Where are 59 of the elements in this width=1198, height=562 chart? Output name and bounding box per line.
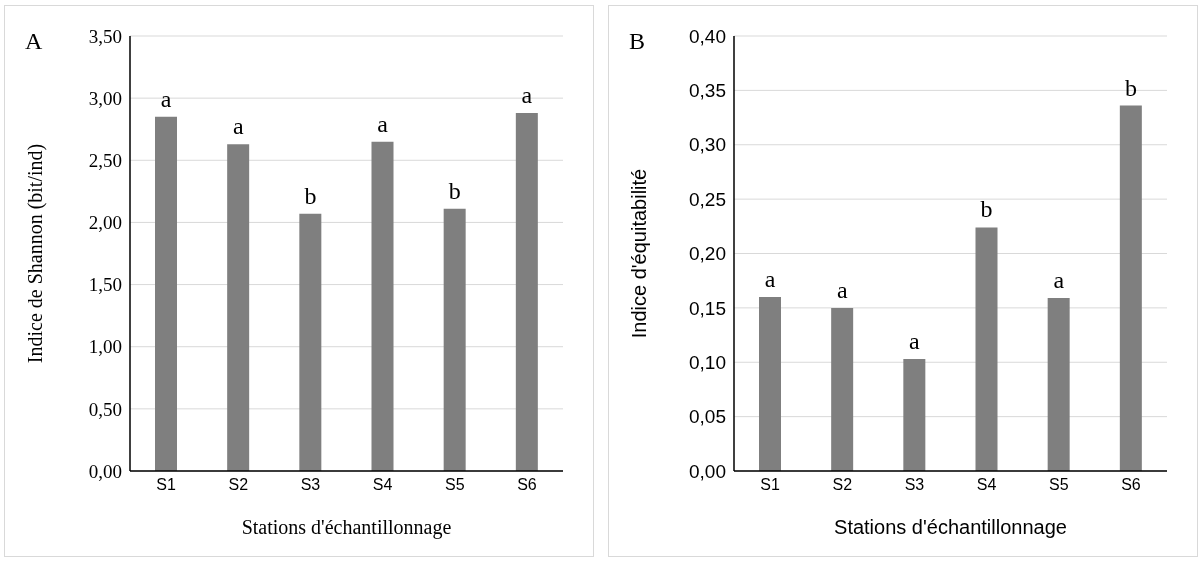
bar [299,213,322,471]
y-tick-label: 2,50 [88,150,122,172]
x-tick-label: S1 [156,476,176,494]
y-tick-label: 0,10 [689,351,726,373]
y-tick-label: 0,25 [689,188,726,210]
annotation: a [836,276,848,303]
x-tick-label: S4 [372,476,393,494]
chart-title: A [25,28,43,55]
y-tick-label: 0,15 [689,297,726,319]
annotation: a [521,82,533,109]
y-tick-label: 0,30 [689,134,726,156]
y-tick-label: 1,00 [88,336,122,358]
chart-title: B [629,28,646,55]
bar [371,141,394,471]
x-axis-title: Stations d'échantillonnage [241,516,452,539]
x-tick-label: S3 [300,476,321,494]
y-tick-label: 0,05 [689,406,726,428]
bar [759,297,781,471]
y-tick-label: 2,00 [88,212,122,234]
bar [831,307,854,471]
annotation: a [377,110,389,137]
x-tick-label: S6 [1121,476,1141,494]
y-tick-label: 0,40 [689,25,726,47]
bar [903,358,926,471]
y-axis-title: Indice d'équitabilité [628,168,651,339]
x-tick-label: S2 [228,476,249,494]
y-tick-label: 0,50 [88,398,122,420]
x-tick-label: S6 [517,476,537,494]
x-tick-label: S5 [1048,476,1069,494]
annotation: b [980,196,993,223]
x-axis-title: Stations d'échantillonnage [834,516,1067,538]
x-tick-label: S3 [904,476,925,494]
bar [155,116,177,471]
bar [1047,298,1070,471]
x-tick-label: S5 [444,476,465,494]
bar [1119,105,1142,471]
annotation: a [232,113,244,140]
bar [443,208,466,471]
annotation: a [909,327,921,354]
x-tick-label: S1 [760,476,780,494]
annotation: a [764,266,776,292]
x-tick-label: S4 [976,476,997,494]
annotation: a [1053,267,1065,294]
y-tick-label: 0,35 [689,80,726,102]
annotation: a [160,85,172,112]
y-tick-label: 0,00 [88,460,122,482]
bar [975,227,998,471]
y-axis-title: Indice de Shannon (bit/ind) [24,143,48,364]
y-tick-label: 0,00 [689,460,726,482]
annotation: b [304,182,317,209]
bar [227,144,250,471]
y-tick-label: 0,20 [689,243,726,265]
y-tick-label: 3,50 [88,25,122,47]
annotation: b [448,177,461,204]
x-tick-label: S2 [832,476,853,494]
bar [515,113,538,471]
annotation: b [1124,74,1137,101]
y-tick-label: 3,00 [88,87,122,109]
y-tick-label: 1,50 [88,274,122,296]
